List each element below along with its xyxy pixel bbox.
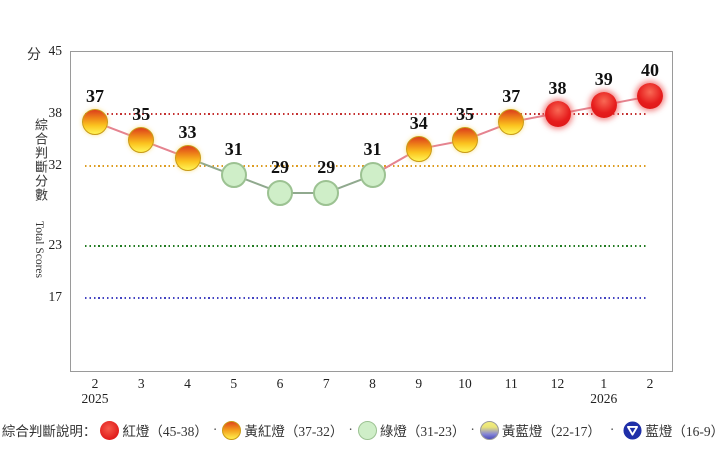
data-point-12-38 — [544, 100, 571, 127]
y-tick-label: 45 — [48, 43, 63, 58]
data-point-4-33 — [174, 144, 201, 171]
data-point-11-37 — [498, 109, 525, 136]
legend-item-label: 藍燈（16-9） — [645, 424, 725, 439]
x-tick-label: 7 — [322, 376, 330, 391]
y-tick-label: 17 — [48, 289, 63, 305]
x-tick-label: 4 — [184, 376, 191, 391]
y-axis-unit-label: 分 — [27, 48, 41, 63]
plot-area — [70, 51, 673, 372]
data-point-3-35 — [128, 127, 155, 153]
data-label: 39 — [594, 68, 613, 89]
data-point-10-35 — [452, 127, 478, 153]
legend-separator: · — [212, 422, 218, 437]
data-label: 31 — [363, 139, 382, 160]
x-year-label: 2025 — [81, 391, 109, 406]
legend: 綜合判斷說明： 紅燈（45-38） · 黃紅燈（37-32） · 綠燈（31-23） · 黃… — [0, 420, 726, 440]
reference-line-23 — [85, 244, 647, 247]
data-label: 35 — [456, 104, 474, 124]
data-point-7-29 — [313, 179, 340, 206]
legend-title: 綜合判斷說明： — [1, 424, 97, 439]
x-tick-label: 12 — [550, 376, 565, 391]
data-point-8-31 — [359, 162, 386, 189]
legend-item-yellowblue: 黃藍燈（22-17） — [479, 420, 601, 440]
legend-item-label: 黃藍燈（22-17） — [501, 424, 601, 439]
legend-item-red: 紅燈（45-38） — [100, 420, 208, 440]
x-tick-label: 2 — [646, 376, 654, 391]
x-tick-label: 8 — [369, 376, 376, 391]
x-tick-label: 5 — [230, 376, 238, 391]
red-lamp-icon — [100, 420, 120, 440]
x-tick-label: 10 — [458, 376, 472, 391]
data-label: 34 — [409, 112, 428, 133]
data-label: 38 — [548, 77, 567, 98]
data-point-6-29 — [267, 179, 293, 206]
data-label: 29 — [317, 156, 336, 177]
data-point-2-40 — [637, 83, 663, 109]
reference-line-17 — [85, 297, 647, 300]
legend-item-blue: 藍燈（16-9） — [623, 420, 724, 440]
legend-item-yellowred: 黃紅燈（37-32） — [222, 420, 343, 440]
legend-separator: · — [348, 422, 353, 437]
x-tick-label: 1 — [600, 376, 608, 391]
x-tick-label: 6 — [276, 376, 284, 391]
x-tick-label: 11 — [504, 376, 518, 391]
data-point-5-31 — [220, 162, 247, 189]
data-point-2-37 — [82, 109, 108, 136]
x-tick-label: 9 — [415, 376, 423, 391]
green-lamp-icon — [357, 420, 377, 440]
legend-item-label: 黃紅燈（37-32） — [244, 424, 344, 439]
legend-item-label: 綠燈（31-23） — [379, 424, 466, 439]
data-point-9-34 — [405, 135, 432, 162]
y-tick-label: 23 — [48, 236, 63, 252]
data-label: 33 — [178, 121, 197, 142]
x-year-label: 2026 — [590, 391, 618, 406]
data-point-1-39 — [590, 91, 617, 118]
legend-separator: · — [470, 422, 475, 437]
y-tick-label: 38 — [48, 104, 63, 120]
data-label: 37 — [502, 86, 521, 107]
line-segment — [280, 191, 327, 194]
yellowblue-lamp-icon — [479, 420, 499, 440]
legend-item-label: 紅燈（45-38） — [122, 424, 208, 439]
legend-separator: · — [609, 422, 615, 437]
x-tick-label: 3 — [137, 376, 145, 391]
blue-lamp-icon — [623, 420, 642, 440]
reference-line-38 — [85, 112, 647, 115]
x-tick-label: 2 — [91, 376, 99, 391]
y-axis-title-chinese: 綜合判斷分數 — [33, 118, 48, 202]
yellowred-lamp-icon — [222, 420, 242, 440]
legend-item-green: 綠燈（31-23） — [357, 420, 466, 440]
data-label: 40 — [641, 60, 659, 80]
data-label: 31 — [224, 139, 243, 160]
y-axis-title-english: Total Scores — [33, 221, 45, 279]
data-label: 37 — [86, 86, 104, 107]
data-label: 35 — [132, 104, 151, 124]
y-tick-label: 32 — [48, 157, 63, 173]
data-label: 29 — [271, 156, 289, 177]
